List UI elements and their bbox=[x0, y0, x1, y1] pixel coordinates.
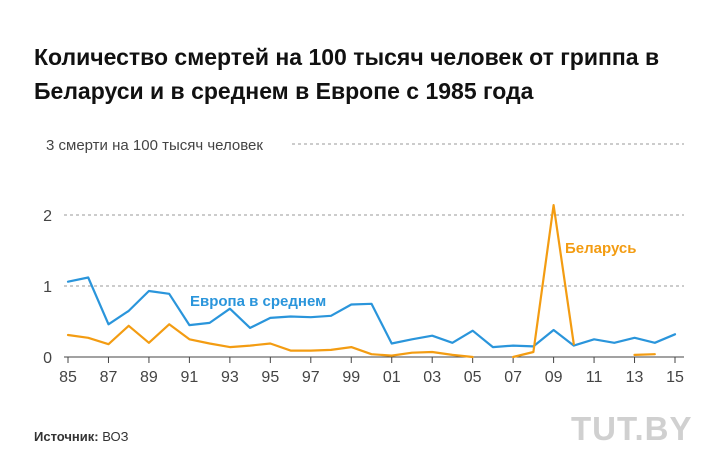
x-tick-label: 13 bbox=[626, 369, 644, 386]
x-tick-label: 89 bbox=[140, 369, 158, 386]
x-tick-label: 15 bbox=[666, 369, 684, 386]
x-tick-label: 07 bbox=[504, 369, 522, 386]
x-tick-label: 95 bbox=[261, 369, 279, 386]
source-note: Источник: ВОЗ bbox=[34, 429, 128, 444]
belarus-series-line bbox=[633, 353, 656, 356]
source-label: Источник: bbox=[34, 429, 99, 444]
x-tick-label: 87 bbox=[100, 369, 118, 386]
x-axis-ticks: 85 87 89 91 93 95 97 99 01 03 05 07 09 11 13 15 bbox=[59, 357, 684, 386]
x-tick-label: 97 bbox=[302, 369, 320, 386]
y-axis-ticks: 0 1 2 3 смерти на 100 тысяч человек bbox=[43, 137, 263, 367]
source-value: ВОЗ bbox=[102, 429, 129, 444]
belarus-series-line bbox=[511, 204, 575, 359]
x-tick-label: 05 bbox=[464, 369, 482, 386]
y-tick-label: 1 bbox=[43, 279, 52, 296]
y-tick-label: 2 bbox=[43, 208, 52, 225]
belarus-series-label: Беларусь bbox=[565, 240, 637, 257]
x-tick-label: 99 bbox=[342, 369, 360, 386]
grid-lines bbox=[64, 143, 684, 358]
europe-series-label: Европа в среднем bbox=[190, 293, 326, 310]
europe-series-line bbox=[66, 276, 677, 349]
chart-title: Количество смертей на 100 тысяч человек … bbox=[34, 44, 660, 104]
series-labels: Европа в среднем Беларусь bbox=[190, 240, 637, 310]
y-tick-label: 3 смерти на 100 тысяч человек bbox=[46, 137, 263, 154]
x-tick-label: 91 bbox=[181, 369, 199, 386]
belarus-series-line bbox=[66, 323, 474, 359]
x-tick-label: 01 bbox=[383, 369, 401, 386]
x-tick-label: 11 bbox=[586, 369, 603, 386]
x-tick-label: 85 bbox=[59, 369, 77, 386]
series-lines bbox=[66, 204, 677, 359]
x-tick-label: 09 bbox=[545, 369, 563, 386]
tutby-logo: TUT.BY bbox=[571, 410, 693, 447]
x-tick-label: 03 bbox=[423, 369, 441, 386]
y-tick-label: 0 bbox=[43, 350, 52, 367]
x-tick-label: 93 bbox=[221, 369, 239, 386]
